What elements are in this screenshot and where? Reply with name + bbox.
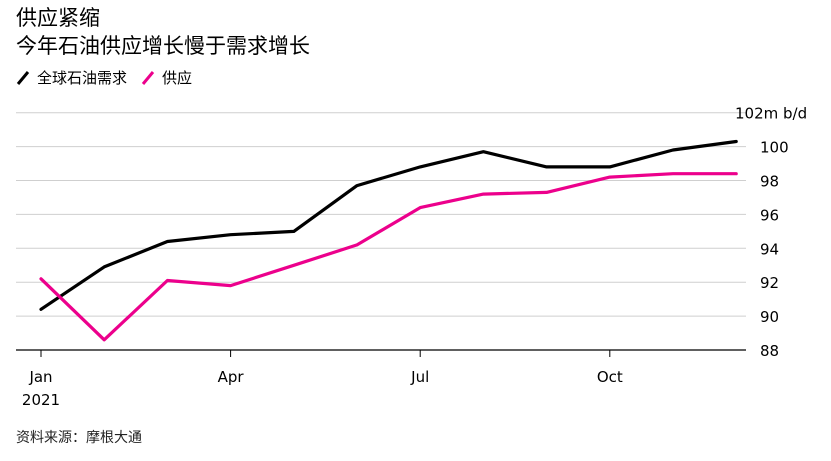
x-tick-label: Apr [218,368,245,386]
series-line-demand [39,139,738,311]
y-tick-label: 90 [760,308,779,326]
legend-label-demand: 全球石油需求 [37,69,128,87]
y-tick-label: 96 [760,206,779,224]
x-tick-label: Jan [28,368,52,386]
legend-swatch-demand [16,71,30,85]
chart-title: 供应紧缩 [16,6,100,30]
series-line-supply [39,172,738,342]
legend-swatch-supply [141,71,155,85]
source-note: 资料来源：摩根大通 [16,430,142,446]
legend-item-supply: 供应 [141,68,192,88]
legend-label-supply: 供应 [162,69,193,87]
y-tick-label: 100 [760,139,789,157]
x-tick-label: Jul [410,368,429,386]
y-tick-label: 98 [760,173,779,191]
y-tick-label: 92 [760,274,779,292]
y-tick-label: 94 [760,240,779,258]
x-tick-label: Oct [597,368,623,386]
y-unit-label: 102m b/d [735,105,807,123]
x-year-label: 2021 [22,391,60,409]
legend-item-demand: 全球石油需求 [16,68,127,88]
legend: 全球石油需求 供应 [16,68,206,88]
chart-subtitle: 今年石油供应增长慢于需求增长 [16,34,310,58]
y-tick-label: 88 [760,342,779,360]
